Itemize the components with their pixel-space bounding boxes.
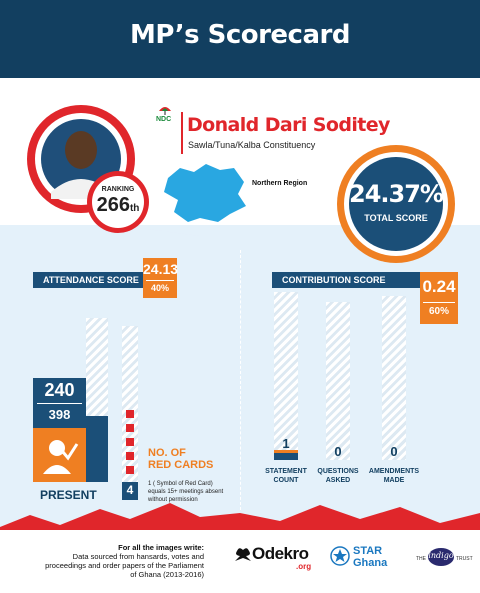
indigo-logo-badge	[428, 548, 454, 566]
attendance-weight: 40%	[146, 280, 174, 295]
source-line-2: proceedings and order papers of the Parl…	[45, 561, 204, 570]
red-cards-count: 4	[126, 483, 134, 497]
statement-count-label-2: COUNT	[273, 477, 299, 484]
present-count: 240	[44, 380, 75, 400]
red-card-mark	[126, 424, 134, 432]
red-cards-count-box	[122, 482, 138, 500]
header-bar: MP’s Scorecard	[0, 0, 480, 78]
source-line-3: of Ghana (2013-2016)	[130, 570, 204, 579]
red-card-mark	[126, 452, 134, 460]
odekro-logo-sub: .org	[296, 562, 312, 571]
red-card-mark	[126, 410, 134, 418]
region-label: Northern Region	[252, 180, 308, 187]
star-ghana-star-icon	[330, 546, 350, 566]
red-cards-label-line2: RED CARDS	[148, 459, 214, 471]
odekro-logo-text: Odekro	[252, 544, 309, 563]
total-score-value: 24.37%	[349, 180, 444, 208]
mp-name: Donald Dari Soditey	[187, 114, 390, 136]
statement-count-marker	[274, 450, 298, 453]
red-cards-label-line1: NO. OF	[148, 447, 186, 459]
questions-asked-value: 0	[334, 444, 342, 459]
amendments-made-value: 0	[390, 444, 398, 459]
page-title: MP’s Scorecard	[130, 20, 350, 50]
statement-count-label-1: STATEMENT	[265, 468, 307, 475]
mp-constituency: Sawla/Tuna/Kalba Constituency	[188, 140, 316, 150]
ndc-umbrella-icon	[159, 107, 171, 115]
amendments-made-label-2: MADE	[383, 477, 405, 484]
amendments-made-label-1: AMENDMENTS	[368, 468, 420, 475]
red-card-mark	[126, 466, 134, 474]
amendments-made-track	[382, 296, 406, 460]
statement-count-value: 1	[282, 436, 290, 451]
total-score-label: TOTAL SCORE	[364, 213, 428, 223]
questions-asked-track	[326, 302, 350, 460]
indigo-logo-text: indigo	[428, 551, 454, 560]
red-card-mark	[126, 438, 134, 446]
odekro-symbol-icon	[235, 548, 251, 561]
indigo-logo-trust: TRUST	[456, 556, 473, 562]
attendance-score-box: 24.13 40%	[143, 258, 179, 298]
name-divider	[181, 112, 183, 154]
footer	[0, 530, 480, 593]
source-line-1: Data sourced from hansards, votes and	[72, 552, 204, 561]
attendance-score-label: ATTENDANCE SCORE	[33, 272, 143, 288]
statement-count-track	[274, 292, 298, 460]
star-logo-text-2: Ghana	[353, 557, 388, 569]
ranking-value-wrap: 266th	[92, 194, 144, 217]
contribution-score-value: 0.24	[422, 277, 456, 296]
ranking-label: RANKING	[101, 186, 135, 193]
contribution-weight: 60%	[423, 302, 455, 321]
section-divider	[240, 250, 241, 510]
total-score-donut	[337, 145, 455, 263]
total-sittings-count: 398	[48, 407, 71, 422]
northern-region-map	[164, 164, 246, 222]
attendance-bar-fill	[86, 416, 108, 482]
party-label: NDC	[156, 116, 172, 123]
portrait-face-icon	[65, 131, 97, 169]
questions-asked-label-1: QUESTIONS	[317, 468, 359, 475]
attendance-score-value: 24.13	[143, 261, 179, 277]
red-cards-note-2: equals 15+ meetings absent	[148, 489, 224, 495]
count-divider	[37, 403, 82, 404]
source-title: For all the images write:	[118, 543, 204, 552]
present-person-check-icon	[43, 440, 79, 474]
indigo-logo-the: THE	[416, 556, 426, 562]
present-icon-box	[33, 428, 86, 482]
contribution-score-box: 0.24 60%	[420, 272, 458, 324]
statement-count-fill	[274, 452, 298, 460]
present-label: PRESENT	[40, 488, 97, 502]
questions-asked-label-2: ASKED	[325, 477, 351, 484]
red-cards-note-3: without permission	[148, 497, 198, 503]
ranking-suffix: th	[129, 203, 140, 214]
red-mountains-decoration	[0, 503, 480, 535]
ranking-badge	[87, 171, 149, 233]
star-logo-text-1: STAR	[353, 545, 383, 557]
contribution-score-label: CONTRIBUTION SCORE	[272, 272, 420, 288]
red-cards-note-1: 1 ( Symbol of Red Card)	[148, 481, 213, 487]
ranking-value: 266	[96, 194, 130, 216]
